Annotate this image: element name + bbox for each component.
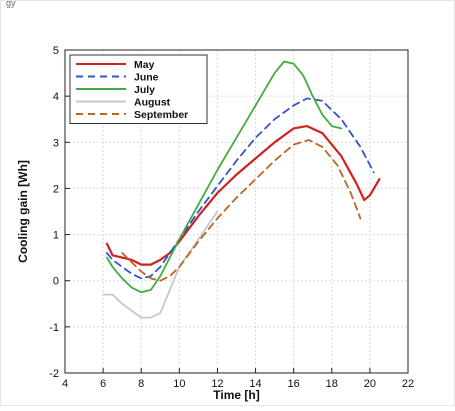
x-axis-title: Time [h] — [213, 388, 259, 402]
x-tick-label: 10 — [173, 378, 185, 390]
y-tick-label: 1 — [53, 230, 59, 242]
x-tick-label: 14 — [249, 378, 261, 390]
x-tick-label: 22 — [402, 378, 414, 390]
legend-label: September — [134, 109, 188, 121]
x-tick-label: 20 — [364, 378, 376, 390]
x-tick-label: 12 — [211, 378, 223, 390]
x-tick-label: 4 — [62, 378, 68, 390]
y-tick-label: 2 — [53, 183, 59, 195]
series-line-july — [106, 60, 343, 294]
series-layer — [102, 60, 381, 319]
corner-mark: gy — [6, 0, 16, 8]
series-line-june — [106, 97, 375, 280]
legend-label: June — [134, 72, 159, 84]
y-tick-label: -2 — [49, 368, 59, 380]
y-axis-title: Cooling gain [Wh] — [16, 160, 30, 263]
x-tick-label: 8 — [138, 378, 144, 390]
legend-label: July — [134, 84, 155, 96]
y-tick-label: 0 — [53, 276, 59, 288]
legend-label: May — [134, 59, 155, 71]
plot-area-border — [64, 49, 409, 374]
x-tick-label: 6 — [100, 378, 106, 390]
y-tick-label: 5 — [53, 45, 59, 57]
series-line-september — [121, 139, 362, 282]
x-tick-label: 16 — [288, 378, 300, 390]
y-tick-label: 4 — [53, 91, 59, 103]
legend-label: August — [134, 97, 171, 109]
y-tick-label: 3 — [53, 137, 59, 149]
y-tick-label: -1 — [49, 322, 59, 334]
series-line-may — [105, 124, 381, 266]
x-tick-label: 18 — [326, 378, 338, 390]
